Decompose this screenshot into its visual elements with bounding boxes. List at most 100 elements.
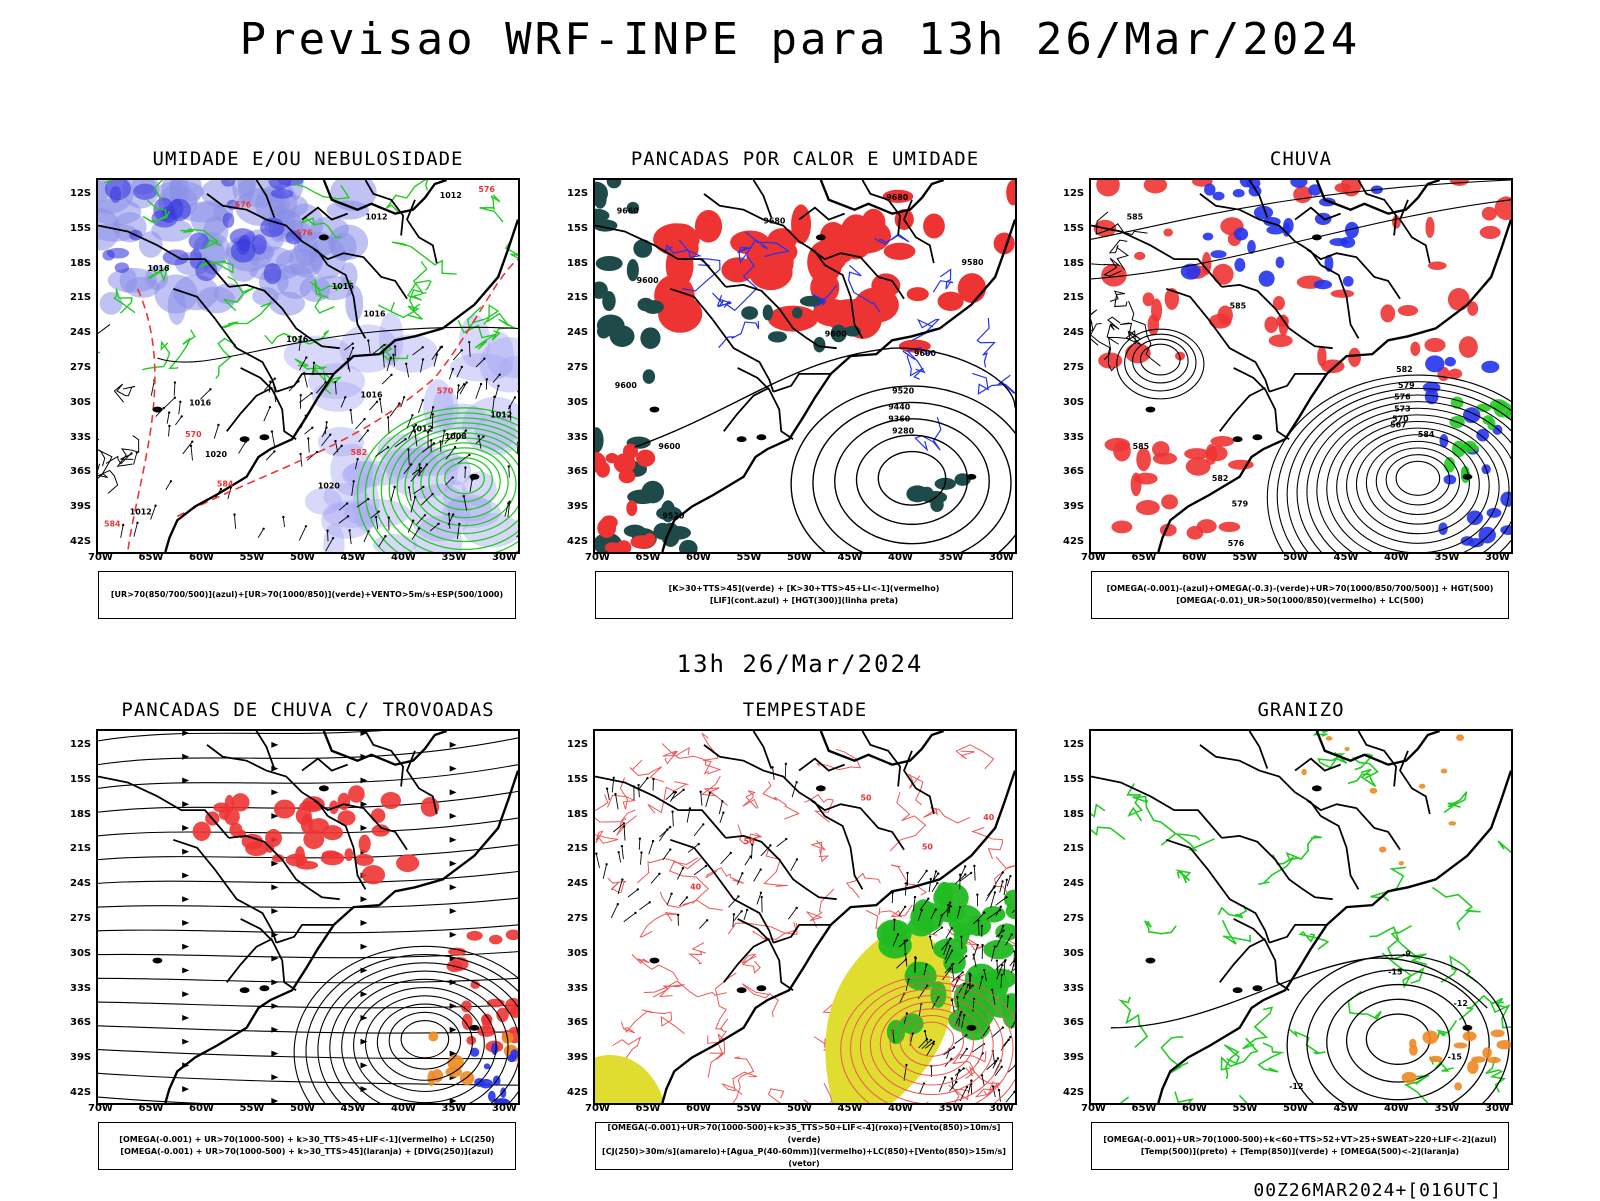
longitude-tick-label: 70W — [1081, 1103, 1106, 1114]
latitude-tick-label: 21S — [567, 843, 588, 854]
latitude-tick-label: 33S — [70, 983, 91, 994]
contour-label: 1012 — [490, 410, 512, 419]
forecast-map: -9-15-12-15-12 — [1089, 729, 1513, 1105]
contour-label: 1016 — [148, 264, 171, 273]
contour-label: 9520 — [662, 511, 685, 520]
contour-label: 1016 — [286, 335, 309, 344]
contour-label: 1016 — [363, 310, 386, 319]
contour-label: 9360 — [888, 414, 911, 423]
contour-label: 584 — [1418, 430, 1435, 439]
contour-label: 570 — [437, 387, 454, 396]
map-svg: 1012101210161016101610161016101610121008… — [98, 180, 518, 552]
legend-line: [Temp(500)](preto) + [Temp(850)](verde) … — [1092, 1146, 1508, 1158]
latitude-tick-label: 21S — [1063, 843, 1084, 854]
legend-line: [OMEGA(-0.001) + UR>70(1000-500) + k>30_… — [99, 1146, 515, 1158]
latitude-tick-label: 18S — [1063, 258, 1084, 269]
longitude-tick-label: 55W — [737, 552, 762, 563]
latitude-tick-label: 33S — [1063, 983, 1084, 994]
latitude-tick-label: 27S — [567, 362, 588, 373]
latitude-tick-label: 24S — [1063, 327, 1084, 338]
longitude-tick-label: 55W — [737, 1103, 762, 1114]
latitude-tick-label: 12S — [70, 188, 91, 199]
latitude-tick-label: 18S — [567, 809, 588, 820]
contour-label: 585 — [1133, 442, 1150, 451]
longitude-tick-label: 55W — [1233, 1103, 1258, 1114]
latitude-tick-label: 27S — [1063, 362, 1084, 373]
run-timestamp: 00Z26MAR2024+[016UTC] — [1253, 1180, 1502, 1201]
latitude-tick-label: 30S — [1063, 397, 1084, 408]
longitude-tick-label: 65W — [636, 1103, 661, 1114]
legend-line: [OMEGA(-0.001)-(azul)+OMEGA(-0.3)-(verde… — [1092, 583, 1508, 595]
latitude-tick-label: 24S — [70, 878, 91, 889]
latitude-tick-label: 15S — [1063, 774, 1084, 785]
legend-line: [OMEGA(-0.001)+UR>70(1000-500)+k<60+TTS>… — [1092, 1134, 1508, 1146]
panel-title: UMIDADE E/OU NEBULOSIDADE — [98, 148, 518, 170]
legend-line: [OMEGA(-0.001)+UR>70(1000-500)+k>35_TTS>… — [596, 1122, 1012, 1146]
latitude-tick-label: 15S — [70, 774, 91, 785]
contour-label: 585 — [1230, 302, 1247, 311]
latitude-tick-label: 12S — [567, 739, 588, 750]
contour-label: -15 — [1388, 967, 1402, 976]
contour-label: 1012 — [365, 213, 387, 222]
latitude-tick-label: 27S — [1063, 913, 1084, 924]
latitude-tick-label: 24S — [567, 878, 588, 889]
latitude-tick-label: 36S — [70, 466, 91, 477]
longitude-tick-label: 55W — [240, 552, 265, 563]
latitude-tick-label: 21S — [70, 292, 91, 303]
longitude-tick-label: 30W — [492, 1103, 517, 1114]
longitude-tick-label: 35W — [442, 552, 467, 563]
longitude-tick-label: 35W — [442, 1103, 467, 1114]
longitude-tick-label: 65W — [636, 552, 661, 563]
longitude-tick-label: 30W — [492, 552, 517, 563]
panel-legend: [UR>70(850/700/500)](azul)+[UR>70(1000/8… — [98, 571, 516, 619]
longitude-tick-label: 60W — [1182, 1103, 1207, 1114]
map-svg: 9680968096609600960096009580952094409360… — [595, 180, 1015, 552]
longitude-tick-label: 65W — [1132, 1103, 1157, 1114]
panel-title: GRANIZO — [1091, 699, 1511, 721]
contour-label: 9280 — [892, 426, 915, 435]
longitude-tick-label: 40W — [1384, 552, 1409, 563]
panel-legend: [OMEGA(-0.001)+UR>70(1000-500)+k>35_TTS>… — [595, 1122, 1013, 1170]
longitude-tick-label: 60W — [189, 552, 214, 563]
contour-label: -15 — [1448, 1052, 1462, 1061]
contour-label: 9440 — [888, 403, 911, 412]
contour-label: 1008 — [445, 432, 468, 441]
contour-label: 40 — [983, 813, 995, 822]
contour-label: 40 — [690, 882, 702, 891]
panel-title: PANCADAS POR CALOR E UMIDADE — [595, 148, 1015, 170]
contour-label: 582 — [1396, 365, 1413, 374]
latitude-tick-label: 39S — [70, 1052, 91, 1063]
latitude-tick-label: 27S — [70, 362, 91, 373]
contour-label: 584 — [217, 480, 234, 489]
latitude-tick-label: 21S — [1063, 292, 1084, 303]
panel-title: CHUVA — [1091, 148, 1511, 170]
latitude-tick-label: 36S — [70, 1017, 91, 1028]
contour-label: -12 — [1289, 1082, 1303, 1091]
contour-label: 1016 — [361, 391, 384, 400]
legend-line: [OMEGA(-0.001) + UR>70(1000-500) + k>30_… — [99, 1134, 515, 1146]
longitude-tick-label: 55W — [240, 1103, 265, 1114]
latitude-tick-label: 36S — [1063, 466, 1084, 477]
latitude-tick-label: 36S — [567, 466, 588, 477]
latitude-tick-label: 42S — [1063, 1087, 1084, 1098]
longitude-tick-label: 50W — [290, 1103, 315, 1114]
contour-label: 582 — [1212, 474, 1229, 483]
legend-line: [LIF](cont.azul) + [HGT(300)](linha pret… — [596, 595, 1012, 607]
longitude-tick-label: 35W — [939, 1103, 964, 1114]
longitude-tick-label: 35W — [1435, 552, 1460, 563]
panel-legend: [K>30+TTS>45](verde) + [K>30+TTS>45+LI<-… — [595, 571, 1013, 619]
longitude-tick-label: 45W — [838, 1103, 863, 1114]
longitude-tick-label: 70W — [585, 552, 610, 563]
longitude-tick-label: 45W — [341, 552, 366, 563]
longitude-tick-label: 40W — [391, 552, 416, 563]
latitude-tick-label: 30S — [1063, 948, 1084, 959]
longitude-tick-label: 65W — [1132, 552, 1157, 563]
legend-line: [UR>70(850/700/500)](azul)+[UR>70(1000/8… — [99, 589, 515, 601]
latitude-tick-label: 30S — [567, 397, 588, 408]
latitude-tick-label: 24S — [567, 327, 588, 338]
panel-legend: [OMEGA(-0.001) + UR>70(1000-500) + k>30_… — [98, 1122, 516, 1170]
longitude-tick-label: 65W — [139, 552, 164, 563]
